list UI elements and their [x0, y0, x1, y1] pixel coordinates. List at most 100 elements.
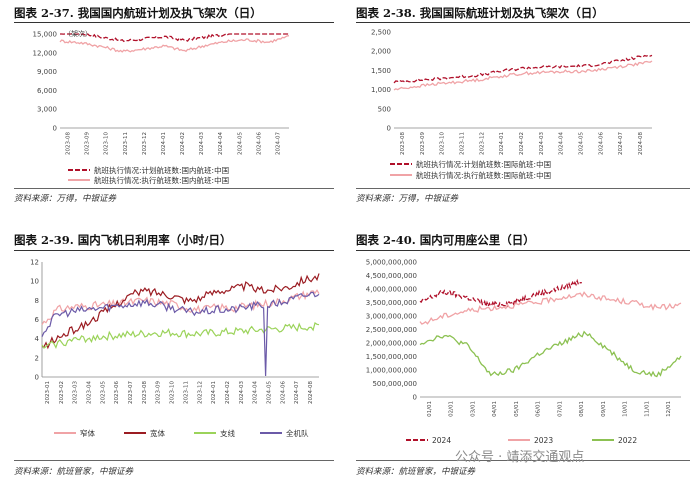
x-tick-label: 2023-10 [440, 132, 446, 155]
source-rule [356, 188, 690, 189]
legend-label: 2022 [618, 436, 637, 445]
title-rule [356, 250, 690, 251]
x-tick-label: 2023-09 [85, 132, 91, 155]
x-tick-label: 2023-09 [156, 381, 162, 404]
title-rule [14, 22, 334, 23]
y-tick-label: 1,000,000,000 [366, 367, 417, 375]
legend-label: 航班执行情况:计划航班数:国内航班:中国 [94, 165, 229, 175]
x-tick-label: 02/01 [449, 401, 455, 417]
chart-title-2-39: 图表 2-39. 国内飞机日利用率（小时/日） [14, 233, 232, 247]
y-tick-label: 2 [35, 354, 39, 362]
x-tick-label: 2024-05 [579, 132, 585, 155]
source-note: 资料来源：万得，中银证券 [356, 194, 459, 204]
x-tick-label: 04/01 [492, 401, 498, 417]
y-tick-label: 10 [30, 278, 39, 286]
y-tick-label: 5,000,000,000 [366, 259, 417, 267]
y-tick-label: 4,000,000,000 [366, 286, 417, 294]
y-tick-label: 1,000 [371, 86, 391, 94]
series-line-2022 [419, 330, 682, 378]
x-tick-label: 10/01 [623, 401, 629, 417]
x-tick-label: 2024-05 [267, 381, 273, 404]
source-rule [14, 188, 334, 189]
series-line-支线 [41, 322, 320, 350]
legend-label: 窄体 [80, 428, 95, 438]
chart-title-2-37: 图表 2-37. 我国国内航班计划及执飞架次（日） [14, 6, 262, 20]
source-rule [356, 460, 690, 461]
x-tick-label: 2023-12 [479, 132, 485, 155]
y-tick-label: 500,000,000 [372, 380, 417, 388]
y-tick-label: 0 [413, 394, 417, 402]
y-tick-label: 4,500,000,000 [366, 272, 417, 280]
x-tick-label: 2023-11 [183, 381, 189, 404]
y-tick-label: 6 [35, 316, 40, 324]
x-tick-label: 2023-08 [400, 132, 406, 155]
legend-label: 航班执行情况:计划航班数:国际航班:中国 [416, 159, 551, 169]
series-line-航班执行情况:执行航班数:国内航班:中国 [59, 35, 290, 53]
x-tick-label: 2024-07 [275, 132, 281, 155]
y-tick-label: 2,500,000,000 [366, 326, 417, 334]
x-tick-label: 2024-03 [239, 381, 245, 404]
chart-2-38: 0 500 1,000 1,500 2,000 2,500 2023-08 2023-09 20… [371, 29, 653, 180]
legend-label: 支线 [220, 428, 235, 438]
y-tick-label: 3,000 [37, 106, 57, 114]
legend-label: 2024 [432, 436, 451, 445]
x-tick-label: 2023-08 [142, 381, 148, 404]
y-tick-label: 0 [35, 374, 39, 382]
y-tick-label: 3,500,000,000 [366, 299, 417, 307]
series-line-全机队 [41, 291, 320, 377]
x-tick-label: 01/01 [427, 401, 433, 417]
series-line-宽体 [41, 273, 320, 350]
y-axis-unit: （架次） [64, 29, 92, 38]
x-tick-label: 2024-01 [211, 381, 217, 404]
source-rule [14, 460, 334, 461]
y-tick-label: 12,000 [33, 49, 58, 57]
x-tick-label: 09/01 [601, 401, 607, 417]
x-tick-label: 2023-02 [59, 381, 65, 404]
y-tick-label: 12 [30, 259, 39, 267]
chart-title-2-38: 图表 2-38. 我国国际航班计划及执飞架次（日） [356, 6, 604, 20]
x-tick-label: 08/01 [579, 401, 585, 417]
x-tick-label: 2023-07 [128, 381, 134, 404]
watermark-text: 公众号 · 靖添交通观点 [455, 450, 585, 465]
x-tick-label: 2023-05 [100, 381, 106, 404]
x-tick-label: 2024-01 [161, 132, 167, 155]
chart-2-40: 0 500,000,000 1,000,000,000 1,500,000,000 2,… [366, 259, 682, 445]
x-tick-label: 2024-05 [237, 132, 243, 155]
x-tick-label: 2024-03 [539, 132, 545, 155]
x-tick-label: 2023-10 [104, 132, 110, 155]
x-tick-label: 11/01 [644, 401, 650, 417]
x-tick-label: 2023-09 [420, 132, 426, 155]
legend-label: 宽体 [150, 428, 165, 438]
x-tick-label: 2024-02 [519, 132, 525, 155]
y-tick-label: 1,500 [371, 67, 391, 75]
x-tick-label: 2023-12 [197, 381, 203, 404]
x-tick-label: 2024-08 [308, 381, 314, 404]
x-tick-label: 05/01 [514, 401, 520, 417]
y-tick-label: 3,000,000,000 [366, 313, 417, 321]
x-tick-label: 2023-12 [142, 132, 148, 155]
x-tick-label: 2024-04 [218, 132, 224, 155]
y-tick-label: 1,500,000,000 [366, 353, 417, 361]
x-tick-label: 2023-03 [73, 381, 79, 404]
y-tick-label: 6,000 [37, 87, 57, 95]
x-tick-label: 2024-06 [280, 381, 286, 404]
series-line-窄体 [41, 289, 320, 326]
x-tick-label: 03/01 [470, 401, 476, 417]
x-tick-label: 2024-01 [499, 132, 505, 155]
x-tick-label: 2023-04 [86, 381, 92, 404]
source-note: 资料来源：航班管家，中银证券 [14, 467, 134, 477]
x-tick-label: 2023-06 [114, 381, 120, 404]
source-note: 资料来源：航班管家，中银证券 [356, 467, 476, 477]
series-line-航班执行情况:执行航班数:国际航班:中国 [393, 60, 653, 91]
legend-label: 航班执行情况:执行航班数:国际航班:中国 [416, 170, 551, 180]
chart-2-39: 0 2 4 6 8 10 12 2023-01 2023-02 2023-03 2023-04 202… [30, 259, 320, 438]
x-tick-label: 2024-07 [618, 132, 624, 155]
x-tick-label: 2023-11 [459, 132, 465, 155]
y-tick-label: 4 [35, 335, 40, 343]
title-rule [356, 22, 690, 23]
x-tick-label: 2024-07 [294, 381, 300, 404]
x-tick-label: 2024-04 [253, 381, 259, 404]
x-tick-label: 2024-06 [598, 132, 604, 155]
